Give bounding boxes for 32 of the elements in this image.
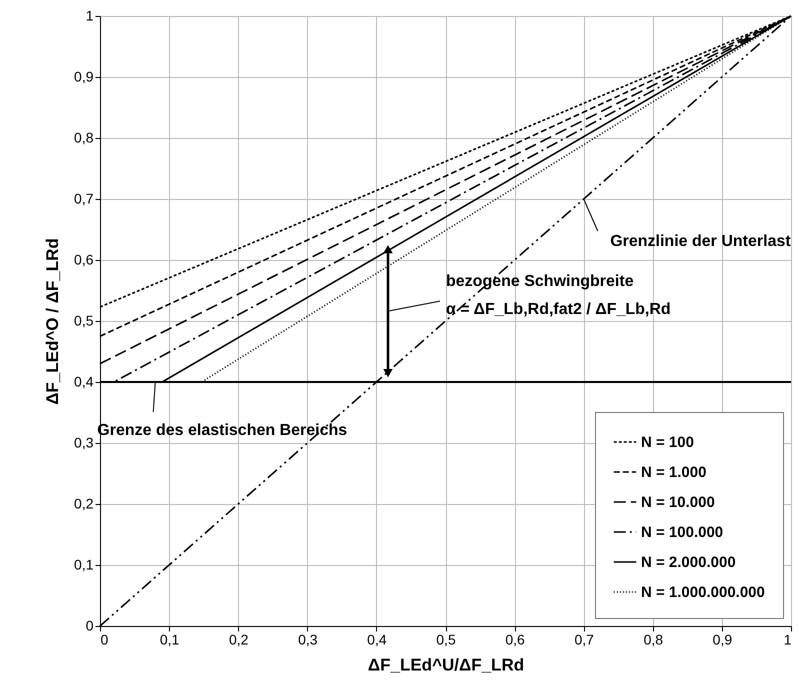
annotation: Grenzlinie der Unterlast bbox=[610, 233, 792, 250]
x-tick-label: 0 bbox=[100, 632, 108, 648]
annotation: bezogene Schwingbreite bbox=[446, 273, 634, 290]
x-tick-label: 0,1 bbox=[160, 632, 180, 648]
y-tick-label: 0,4 bbox=[74, 374, 94, 390]
x-tick-label: 0,4 bbox=[367, 632, 387, 648]
y-axis-title: ΔF_LEd^O / ΔF_LRd bbox=[43, 238, 62, 405]
legend-label: N = 100.000 bbox=[641, 524, 724, 541]
legend-label: N = 2.000.000 bbox=[641, 554, 736, 571]
legend-label: N = 10.000 bbox=[641, 494, 715, 511]
legend-label: N = 1.000.000.000 bbox=[641, 584, 765, 601]
x-tick-label: 1 bbox=[784, 632, 792, 648]
y-tick-label: 0 bbox=[86, 618, 94, 634]
y-tick-label: 0,5 bbox=[74, 312, 94, 328]
x-tick-label: 0,7 bbox=[574, 632, 594, 648]
y-tick-label: 0,1 bbox=[74, 556, 94, 572]
y-tick-label: 0,2 bbox=[74, 496, 94, 512]
y-tick-label: 0,6 bbox=[74, 252, 94, 268]
x-tick-label: 0,8 bbox=[644, 632, 664, 648]
y-tick-label: 0,7 bbox=[74, 190, 94, 206]
x-tick-label: 0,9 bbox=[712, 632, 732, 648]
legend-label: N = 100 bbox=[641, 434, 694, 451]
y-tick-label: 1 bbox=[86, 8, 94, 24]
y-tick-label: 0,8 bbox=[74, 130, 94, 146]
x-tick-label: 0,6 bbox=[505, 632, 526, 648]
x-tick-label: 0,2 bbox=[228, 632, 249, 648]
x-axis-title: ΔF_LEd^U/ΔF_LRd bbox=[368, 656, 524, 674]
legend-label: N = 1.000 bbox=[641, 464, 706, 481]
y-tick-label: 0,9 bbox=[74, 68, 94, 84]
x-tick-label: 0,5 bbox=[436, 632, 456, 648]
y-tick-label: 0,3 bbox=[74, 434, 94, 450]
x-tick-label: 0,3 bbox=[298, 632, 318, 648]
